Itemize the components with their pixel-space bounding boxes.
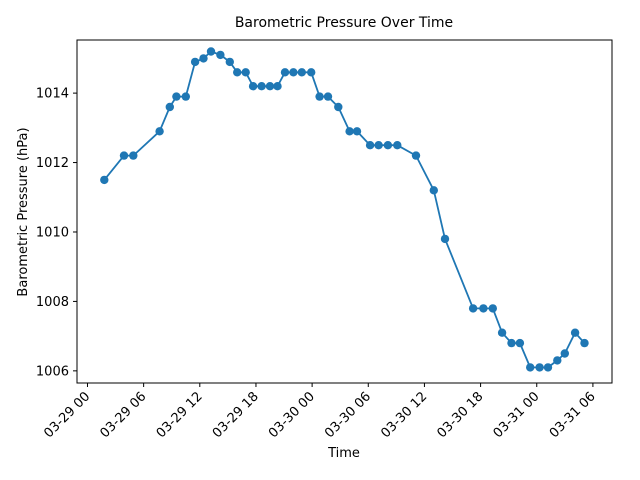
x-tick-label: 03-30 06 — [322, 389, 374, 441]
data-point — [323, 92, 333, 101]
data-point — [155, 127, 164, 136]
data-point — [570, 328, 580, 337]
data-point — [365, 141, 375, 150]
data-point — [206, 47, 216, 56]
axis-ticks: 03-29 00 03-29 06 03-29 12 03-29 18 03-30 00… — [36, 87, 599, 442]
data-point — [190, 57, 200, 67]
chart-title: Barometric Pressure Over Time — [235, 15, 453, 31]
data-point — [119, 151, 129, 160]
data-point — [165, 102, 174, 112]
data-point — [100, 175, 109, 185]
data-point — [233, 68, 242, 77]
data-point — [393, 141, 402, 150]
y-tick-label: 1012 — [36, 156, 69, 171]
data-point — [307, 68, 316, 77]
data-point — [488, 304, 497, 313]
y-tick-label: 1008 — [36, 295, 69, 310]
data-point — [297, 68, 306, 77]
data-point — [526, 363, 535, 372]
y-tick-label: 1014 — [36, 87, 69, 102]
plot-area — [76, 39, 613, 384]
data-point — [553, 356, 562, 365]
data-point — [497, 328, 507, 337]
data-point — [241, 68, 250, 77]
data-point — [560, 349, 569, 358]
x-tick-label: 03-29 06 — [98, 389, 150, 441]
data-point — [383, 141, 393, 150]
data-point — [580, 338, 589, 348]
data-point — [265, 82, 275, 91]
data-point — [334, 102, 343, 112]
data-point — [289, 68, 298, 77]
data-point — [257, 82, 266, 91]
data-point — [248, 82, 258, 91]
data-point — [352, 127, 362, 136]
x-tick-label: 03-31 00 — [491, 389, 543, 441]
x-tick-label: 03-29 00 — [41, 389, 93, 441]
x-tick-label: 03-29 18 — [210, 389, 262, 441]
data-point — [129, 151, 138, 160]
data-point — [172, 92, 181, 101]
data-point — [429, 186, 438, 195]
y-tick-label: 1010 — [36, 225, 69, 240]
data-point — [181, 92, 190, 101]
data-point — [543, 363, 553, 372]
x-tick-label: 03-31 06 — [547, 389, 599, 441]
data-point — [216, 50, 225, 60]
data-point — [468, 304, 478, 313]
pressure-series — [100, 47, 589, 372]
data-point — [315, 92, 324, 101]
data-point — [273, 82, 282, 91]
data-point — [280, 68, 290, 77]
y-tick-label: 1006 — [36, 364, 69, 379]
y-axis-label: Barometric Pressure (hPa) — [16, 127, 31, 296]
data-point — [515, 338, 525, 348]
x-tick-label: 03-29 12 — [154, 389, 206, 441]
x-tick-label: 03-30 18 — [434, 389, 486, 441]
data-point — [345, 127, 354, 136]
data-point — [479, 304, 488, 313]
data-point — [440, 234, 450, 244]
data-point — [225, 57, 234, 67]
data-point — [535, 363, 544, 372]
data-point — [411, 151, 421, 160]
x-tick-label: 03-30 00 — [266, 389, 318, 441]
data-point — [374, 141, 383, 150]
x-axis-label: Time — [327, 446, 360, 461]
data-point — [507, 338, 516, 348]
x-tick-label: 03-30 12 — [378, 389, 430, 441]
data-point — [199, 54, 208, 63]
